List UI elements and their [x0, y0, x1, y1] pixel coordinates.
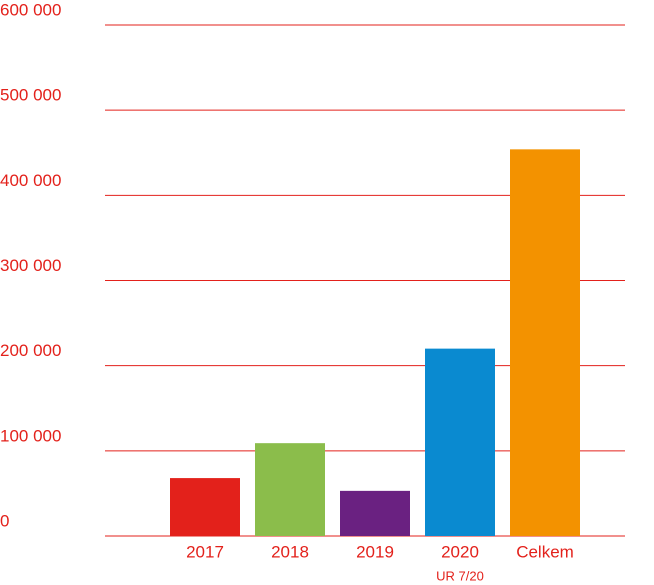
y-tick-label: 200 000	[0, 341, 61, 360]
x-tick-label: 2017	[186, 542, 224, 561]
x-tick-label: 2018	[271, 542, 309, 561]
x-tick-label: 2020	[441, 542, 479, 561]
y-tick-label: 500 000	[0, 86, 61, 105]
y-tick-label: 100 000	[0, 426, 61, 445]
y-tick-label: 400 000	[0, 171, 61, 190]
bar	[340, 490, 410, 536]
bar	[255, 443, 325, 536]
x-tick-label: Celkem	[516, 542, 574, 561]
bar	[170, 478, 240, 536]
y-tick-label: 0	[0, 511, 9, 530]
x-tick-sublabel: UR 7/20	[436, 568, 484, 583]
y-tick-label: 300 000	[0, 256, 61, 275]
y-tick-label: 600 000	[0, 0, 61, 19]
bar	[425, 348, 495, 536]
bar	[510, 149, 580, 537]
x-tick-label: 2019	[356, 542, 394, 561]
